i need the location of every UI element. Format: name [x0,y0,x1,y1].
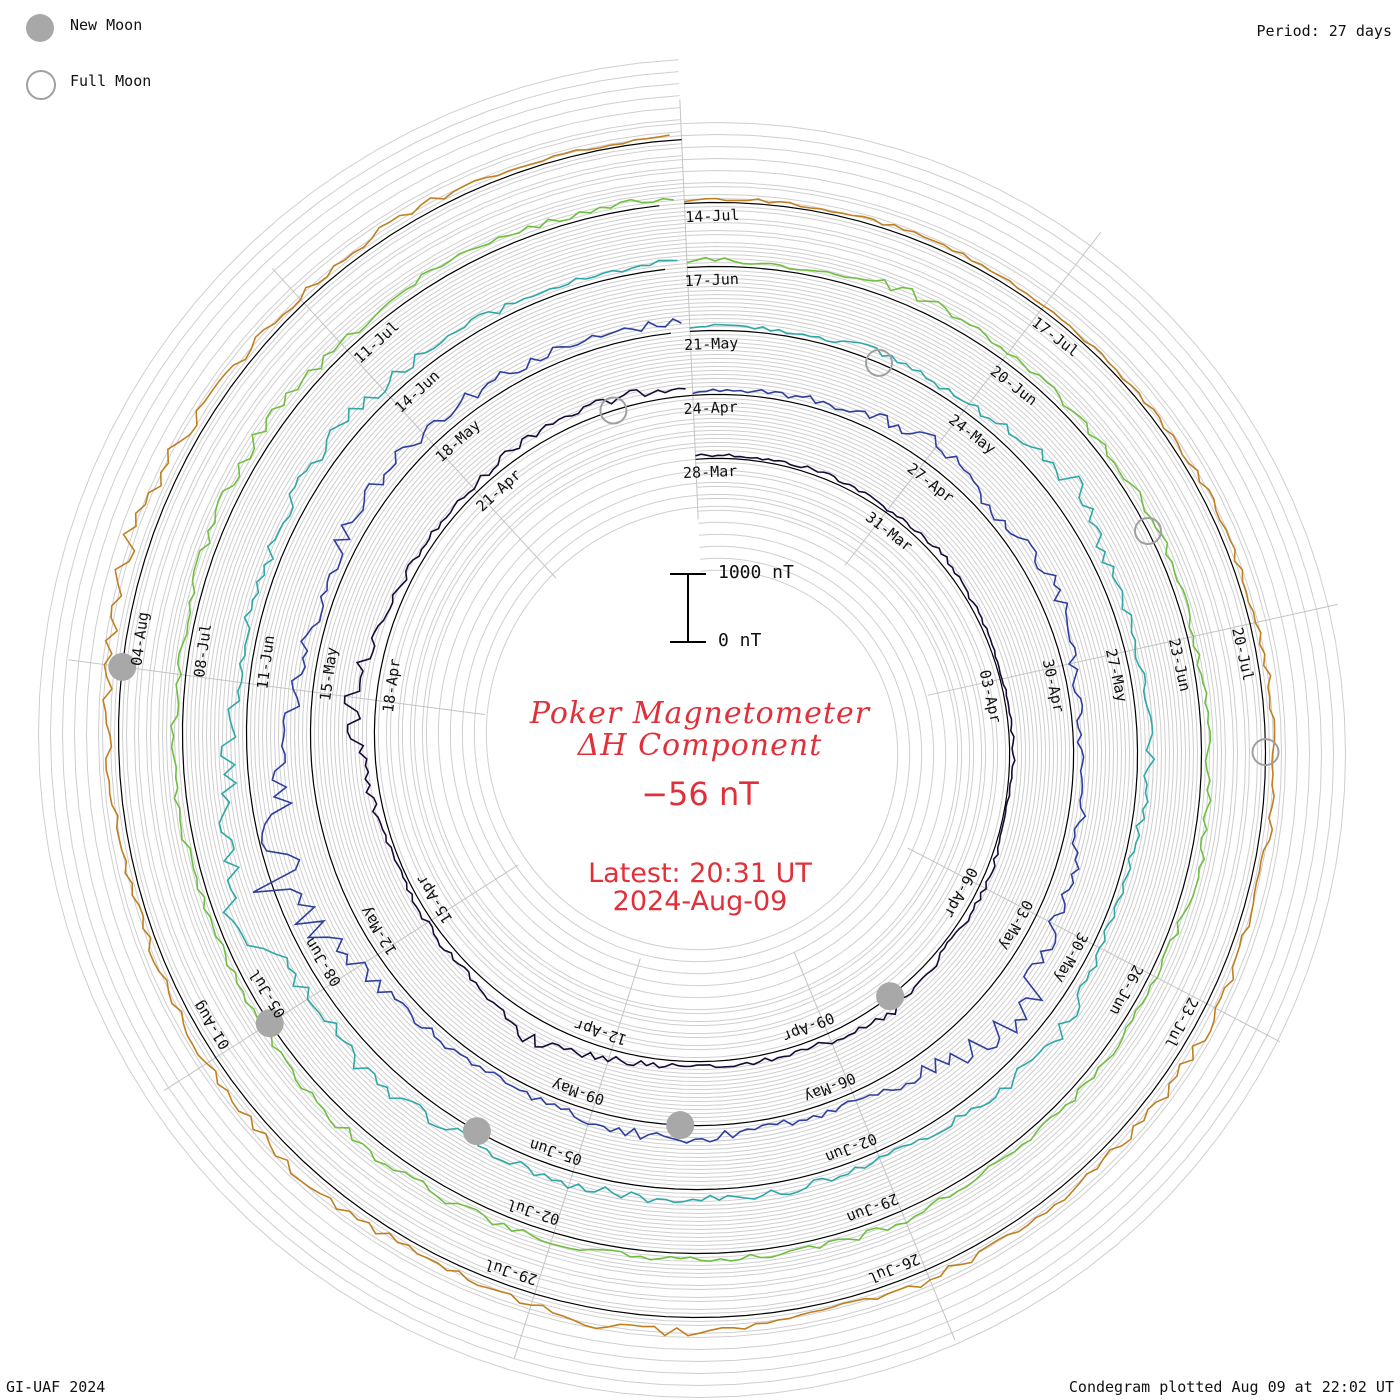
grid-ring [193,215,1191,1243]
new-moon-icon [26,14,54,42]
grid-ring [133,155,1251,1303]
magnetometer-traces [102,134,1276,1337]
date-label: 26-Jun [1106,962,1147,1018]
grid-ring [121,143,1263,1315]
credit-label: GI-UAF 2024 [6,1378,106,1396]
radial-grid-lines [68,99,1338,1360]
legend-full-moon-label: Full Moon [70,72,152,90]
grid-ring [217,239,1167,1219]
scale-bar-bottom-label: 0 nT [718,630,762,651]
chart-title: Poker Magnetometer [529,696,871,731]
full-moon-marker [599,396,628,425]
grid-ring [85,107,1299,1351]
date-label: 17-Jun [684,270,739,290]
grid-ring [49,71,1335,1387]
trace-cycle-5 [102,134,1276,1337]
chart-subtitle: ΔH Component [577,728,823,763]
date-label: 15-May [316,646,341,702]
trace-cycle-3 [218,259,1156,1204]
date-label: 28-Mar [683,462,738,482]
scale-bar [670,573,706,643]
grid-rings [37,59,1347,1399]
full-moon-marker [865,348,894,377]
date-label: 09-Apr [780,1008,837,1045]
grid-ring [109,131,1275,1327]
grid-ring [169,191,1215,1267]
radial-grid-line [907,847,1281,1043]
new-moon-marker [666,1111,695,1140]
date-label: 24-Apr [683,398,738,418]
period-label: Period: 27 days [1256,22,1392,40]
date-label: 05-Jun [527,1135,584,1168]
date-label: 14-Jul [685,206,740,226]
date-label: 08-Jul [190,623,215,679]
moon-markers [108,348,1280,1146]
plotted-timestamp: Condegram plotted Aug 09 at 22:02 UT [1068,1378,1394,1396]
radial-grid-line [927,603,1338,696]
baseline-circles [117,139,1267,1319]
radial-grid-line [271,268,557,579]
radial-grid-line [793,951,956,1341]
date-label: 11-Jun [253,634,278,690]
new-moon-marker [876,982,905,1011]
baseline-circle [373,394,1011,1063]
baseline-circle [309,332,1075,1127]
date-label: 23-Jul [1161,994,1202,1050]
date-label: 03-May [996,897,1037,953]
new-moon-marker [108,652,137,681]
baseline-circle [245,268,1139,1191]
new-moon-marker [255,1009,284,1038]
full-moon-marker [1251,738,1280,767]
full-moon-marker [1133,516,1162,545]
legend-new-moon-label: New Moon [70,16,143,34]
radial-grid-line [513,958,641,1360]
scale-bar-top-label: 1000 nT [718,562,794,583]
baseline-circle [117,139,1267,1319]
latest-time: Latest: 20:31 UT [588,858,812,889]
date-label: 20-Jul [1228,626,1257,683]
baseline-circle [181,205,1203,1255]
grid-ring [205,227,1179,1231]
new-moon-marker [462,1117,491,1146]
date-label: 21-May [684,334,739,354]
date-label: 23-Jun [1165,636,1194,693]
radial-grid-line [679,99,699,520]
date-label: 30-May [1051,929,1092,985]
grid-ring [61,83,1323,1375]
radial-grid-line [163,864,519,1091]
grid-ring [97,119,1287,1339]
grid-ring [145,167,1239,1291]
trace-cycle-1 [343,387,1016,1069]
trace-cycle-4 [170,197,1212,1263]
current-value: −56 nT [641,775,759,813]
trace-cycle-2 [252,318,1087,1144]
grid-ring [157,179,1227,1279]
date-label: 29-Jul [482,1255,539,1288]
full-moon-icon [26,70,56,100]
radial-grid-line [844,231,1102,566]
date-label: 04-Aug [127,611,152,667]
radial-grid-line [68,659,485,716]
grid-ring [37,59,1347,1399]
latest-date: 2024-Aug-09 [612,886,788,917]
grid-ring [73,95,1311,1363]
